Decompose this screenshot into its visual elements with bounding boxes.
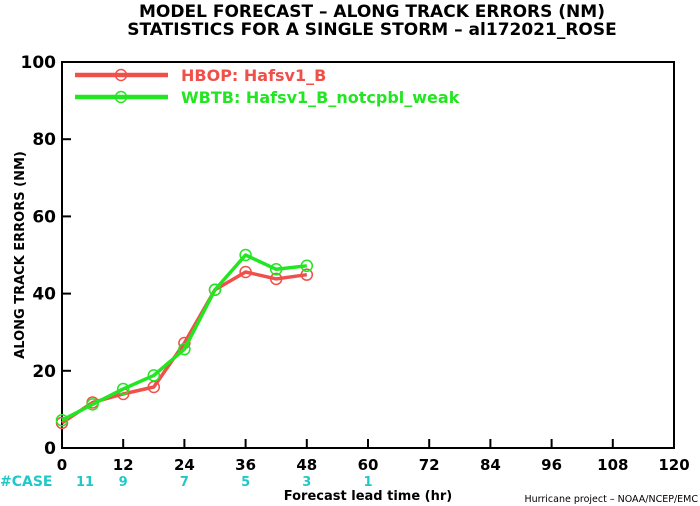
legend-label: HBOP: Hafsv1_B	[181, 66, 326, 85]
x-tick-label: 24	[174, 456, 195, 474]
chart-title: MODEL FORECAST – ALONG TRACK ERRORS (NM)	[139, 2, 605, 22]
legend-swatch-marker	[114, 90, 128, 104]
x-tick-label: 12	[113, 456, 134, 474]
legend-label: WBTB: Hafsv1_B_notcpbl_weak	[181, 88, 460, 107]
axes: 0 20 40 60 80 100 0 12 24 36 48 60 72 84 96 108 120	[21, 53, 690, 474]
series-2-point	[55, 413, 69, 427]
case-counts: 11 9 7 5 3 1	[76, 475, 373, 490]
series-2-point	[300, 259, 314, 273]
legend: HBOP: Hafsv1_B WBTB: Hafsv1_B_notcpbl_wea…	[75, 66, 460, 107]
x-tick-label: 108	[597, 456, 628, 474]
series-2-point	[147, 369, 161, 382]
x-tick-label: 96	[541, 456, 562, 474]
y-tick-label: 100	[21, 53, 57, 73]
x-tick-label: 120	[658, 456, 689, 474]
x-tick-label: 60	[358, 456, 379, 474]
series-2-point	[239, 248, 252, 262]
credit-text: Hurricane project – NOAA/NCEP/EMC	[524, 494, 698, 505]
series-1-point	[269, 272, 283, 286]
series-1-point	[239, 265, 252, 279]
x-tick-label: 48	[296, 456, 317, 474]
case-count: 11	[76, 475, 94, 490]
case-count: 9	[119, 475, 128, 490]
series-line-2	[61, 253, 307, 422]
y-tick-label: 40	[32, 285, 56, 305]
series-1-point	[300, 268, 314, 281]
series-layer	[55, 248, 314, 430]
x-tick-label: 84	[480, 456, 501, 474]
case-count: 5	[241, 475, 250, 490]
y-tick-label: 0	[44, 439, 56, 459]
y-axis-label: ALONG TRACK ERRORS (NM)	[13, 151, 28, 359]
series-2-point	[86, 398, 99, 411]
y-tick-label: 60	[32, 207, 56, 227]
y-tick-label: 20	[32, 362, 56, 382]
case-count: 7	[180, 475, 189, 490]
series-2-point	[208, 283, 222, 296]
x-tick-label: 0	[57, 456, 67, 474]
case-count: 3	[302, 475, 311, 490]
case-label: #CASE	[0, 474, 53, 490]
chart-subtitle: STATISTICS FOR A SINGLE STORM – al172021…	[127, 20, 616, 40]
plot-frame	[61, 61, 675, 449]
legend-swatch-marker	[114, 68, 128, 82]
series-2-point	[178, 342, 191, 356]
x-axis-label: Forecast lead time (hr)	[284, 489, 452, 504]
x-tick-label: 72	[419, 456, 440, 474]
x-tick-label: 36	[235, 456, 256, 474]
case-count: 1	[363, 475, 372, 490]
series-2-point	[269, 263, 283, 276]
y-tick-label: 80	[32, 130, 56, 150]
case-label-text: #CASE	[0, 474, 53, 490]
series-2-point	[116, 382, 130, 396]
